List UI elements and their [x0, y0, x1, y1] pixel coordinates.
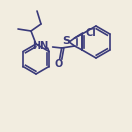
Text: Cl: Cl [86, 28, 96, 38]
Text: S: S [62, 36, 70, 46]
Text: HN: HN [32, 41, 49, 51]
Text: O: O [55, 59, 63, 69]
